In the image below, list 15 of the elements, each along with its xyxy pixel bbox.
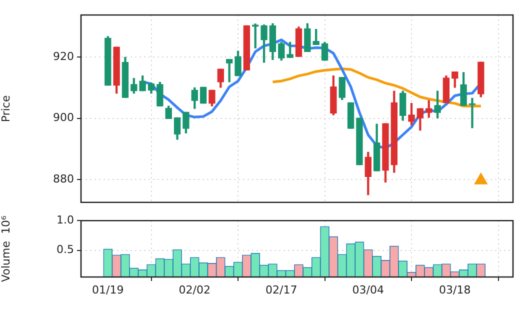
x-tick-label: 01/19 — [92, 283, 124, 296]
x-tick-label: 03/04 — [352, 283, 384, 296]
candlestick — [347, 102, 354, 129]
y-axis-title: Volume 10⁶ — [0, 215, 12, 282]
candlestick — [200, 86, 207, 104]
y-axis-title: Price — [0, 95, 12, 122]
y-tick-label: 1.0 — [56, 213, 74, 226]
x-tick-label: 03/18 — [439, 283, 471, 296]
x-tick-label: 02/17 — [266, 283, 298, 296]
y-tick-label: 0.5 — [56, 243, 74, 256]
y-tick-label: 920 — [53, 50, 74, 64]
x-tick-label: 02/02 — [178, 283, 210, 296]
y-tick-label: 880 — [53, 172, 74, 186]
candlestick — [243, 25, 250, 70]
y-tick-label: 900 — [53, 111, 74, 124]
